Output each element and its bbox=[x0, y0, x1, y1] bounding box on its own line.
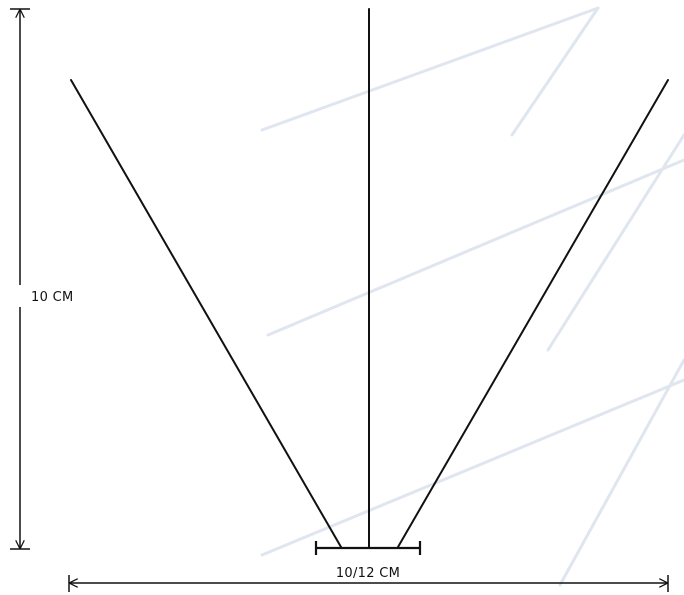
watermark-stroke bbox=[260, 6, 600, 132]
left-spike bbox=[70, 79, 342, 548]
watermark-stroke bbox=[510, 6, 600, 137]
height-dimension: 10 CM bbox=[10, 8, 90, 550]
width-label-backdrop bbox=[318, 562, 418, 581]
base-plate bbox=[314, 541, 422, 555]
watermark-pattern bbox=[260, 6, 684, 587]
width-dimension: 10/12 CM bbox=[68, 562, 669, 592]
watermark-stroke bbox=[260, 378, 684, 557]
right-spike bbox=[397, 79, 669, 548]
height-label: 10 CM bbox=[31, 290, 73, 305]
watermark-stroke bbox=[546, 133, 684, 352]
height-label-backdrop bbox=[12, 285, 90, 307]
spike-lines bbox=[70, 8, 669, 548]
width-label: 10/12 CM bbox=[336, 566, 400, 581]
watermark-stroke bbox=[266, 158, 684, 337]
watermark-stroke bbox=[558, 358, 684, 587]
